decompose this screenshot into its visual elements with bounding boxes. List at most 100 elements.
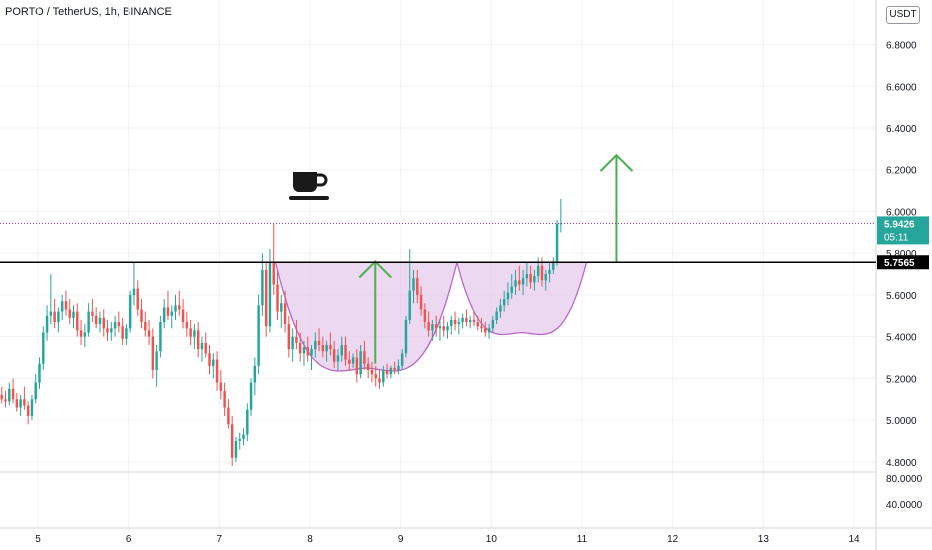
candle xyxy=(144,311,147,337)
candle-body xyxy=(446,326,449,331)
candle xyxy=(113,315,117,337)
y-tick-label: 5.6000 xyxy=(886,291,917,302)
last-price-value: 5.9426 xyxy=(884,219,915,230)
candle xyxy=(15,392,19,412)
candle xyxy=(446,322,449,339)
last-price-tag xyxy=(877,216,929,245)
currency-button[interactable]: USDT xyxy=(886,6,920,24)
candle-body xyxy=(329,344,332,350)
candle xyxy=(397,359,400,375)
candle-body xyxy=(91,311,94,316)
candle xyxy=(64,290,68,316)
candle-body xyxy=(400,353,404,366)
candle xyxy=(434,315,438,337)
candle-body xyxy=(113,322,117,329)
candle-body xyxy=(212,359,215,366)
candle-body xyxy=(189,328,192,337)
candle-body xyxy=(434,324,438,329)
candle-body xyxy=(548,269,551,275)
candle-body xyxy=(49,311,53,316)
candle-body xyxy=(336,355,340,362)
candle-body xyxy=(363,351,366,364)
candle-body xyxy=(223,390,226,408)
candle-body xyxy=(340,344,343,356)
time-axis[interactable]: 5 6 7 8 9 10 11 12 13 14 xyxy=(35,534,860,545)
candle xyxy=(94,307,98,329)
candle-body xyxy=(151,336,155,371)
candle xyxy=(91,299,94,323)
candle xyxy=(332,340,336,368)
candle xyxy=(355,349,359,383)
y-tick-label: 6.4000 xyxy=(886,124,917,135)
coffee-cup-icon xyxy=(289,172,329,200)
y-tick-label: 6.0000 xyxy=(886,207,917,218)
y-tick-label: 6.8000 xyxy=(886,41,917,52)
candles xyxy=(0,198,563,466)
candle-body xyxy=(98,317,102,325)
candle-body xyxy=(94,315,98,325)
candle-body xyxy=(291,336,294,350)
candle-body xyxy=(117,322,121,327)
candle xyxy=(155,344,158,387)
candle-body xyxy=(408,290,411,320)
candle-body xyxy=(397,365,400,371)
candle-body xyxy=(155,351,158,371)
candle-body xyxy=(306,347,309,356)
candle-body xyxy=(491,319,495,329)
candle xyxy=(378,370,381,389)
candle-body xyxy=(325,344,328,352)
candle xyxy=(106,319,109,341)
candle-body xyxy=(166,307,170,316)
candle-body xyxy=(42,332,45,364)
candle xyxy=(344,336,347,366)
candle xyxy=(178,290,181,316)
candle-body xyxy=(378,378,381,383)
candle-body xyxy=(72,311,75,318)
candle xyxy=(11,378,15,404)
countdown-timer: 05:11 xyxy=(884,232,909,243)
candle xyxy=(98,311,102,333)
candle-body xyxy=(238,438,241,441)
candle xyxy=(317,328,321,352)
candle-body xyxy=(272,261,275,285)
candle-body xyxy=(53,311,56,323)
candle-body xyxy=(351,357,355,364)
candle-body xyxy=(196,330,200,350)
candle-body xyxy=(453,319,457,325)
candle-body xyxy=(268,261,272,327)
candle-body xyxy=(178,305,181,310)
candle-body xyxy=(174,305,177,312)
candle xyxy=(548,261,551,283)
candle xyxy=(385,363,389,379)
x-tick-label: 7 xyxy=(217,534,223,545)
candle xyxy=(174,294,177,320)
candle xyxy=(506,282,510,306)
candle xyxy=(189,319,192,345)
candle-body xyxy=(442,326,445,331)
candle xyxy=(389,365,393,379)
candle-body xyxy=(480,326,483,329)
candle-body xyxy=(465,317,468,323)
candle xyxy=(45,305,49,341)
candle-body xyxy=(34,382,37,400)
candle-body xyxy=(310,349,313,356)
candle xyxy=(544,269,547,291)
candle-body xyxy=(200,342,204,350)
candle-body xyxy=(499,305,502,312)
candle xyxy=(230,415,234,466)
x-tick-label: 8 xyxy=(307,534,313,545)
candle xyxy=(185,311,189,337)
candle xyxy=(87,303,90,337)
candle xyxy=(283,290,287,333)
candle xyxy=(34,374,37,404)
candle-body xyxy=(57,311,60,323)
candle-body xyxy=(0,395,3,400)
candle-body xyxy=(514,280,517,287)
candle xyxy=(121,317,124,345)
candle xyxy=(438,319,442,341)
price-axis[interactable]: 6.8000 6.6000 6.4000 6.2000 6.0000 5.8000 5.60… xyxy=(877,41,929,511)
candle-body xyxy=(185,322,189,329)
candle xyxy=(193,324,196,350)
candle xyxy=(351,353,355,368)
